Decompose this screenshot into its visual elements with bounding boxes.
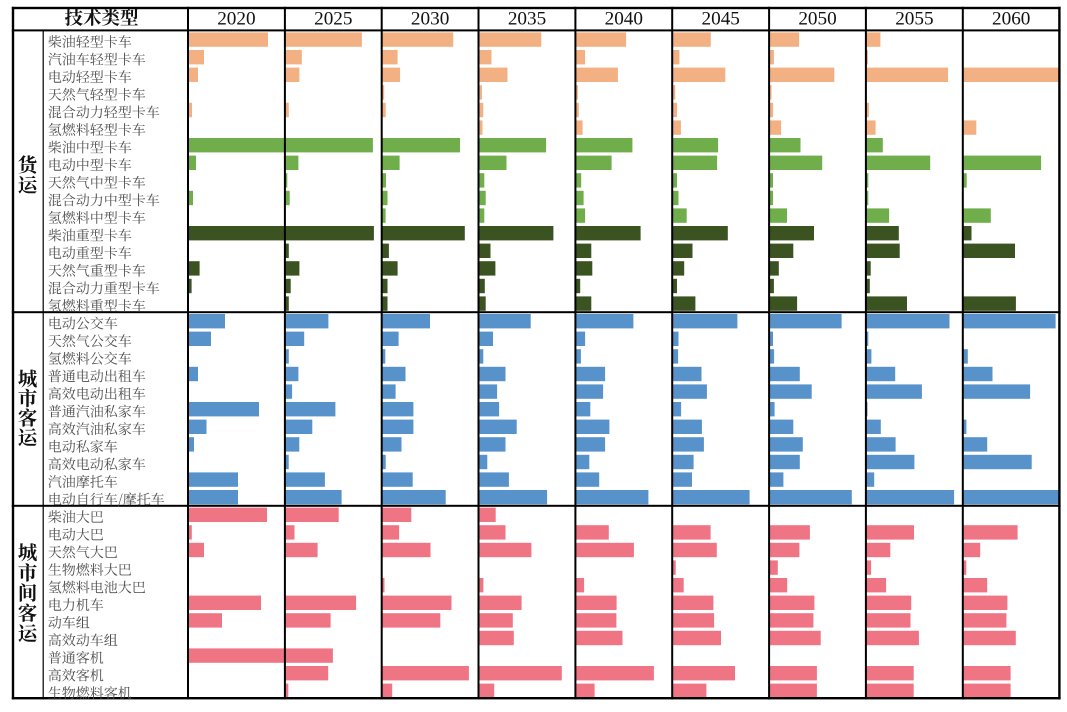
svg-text:2050: 2050 [798,9,836,30]
svg-text:2060: 2060 [992,9,1030,30]
svg-text:2020: 2020 [217,9,255,30]
svg-text:2035: 2035 [508,9,546,30]
svg-text:2025: 2025 [314,9,352,30]
svg-text:2030: 2030 [411,9,449,30]
svg-text:2040: 2040 [605,9,643,30]
svg-text:2055: 2055 [895,9,933,30]
svg-text:2045: 2045 [702,9,740,30]
